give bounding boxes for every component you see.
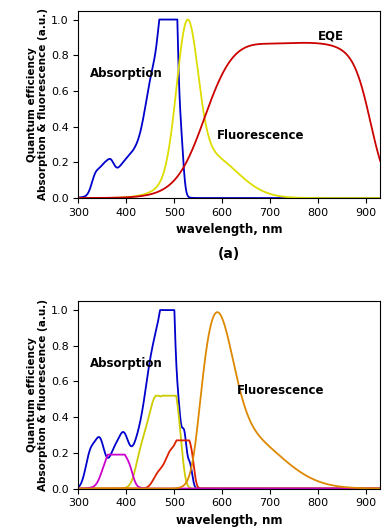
Y-axis label: Quantum efficiency
Absorption & fluorescence (a.u.): Quantum efficiency Absorption & fluoresc…	[27, 8, 48, 200]
X-axis label: wavelength, nm: wavelength, nm	[176, 514, 283, 527]
Text: Fluorescence: Fluorescence	[236, 384, 324, 397]
Text: (a): (a)	[218, 247, 240, 261]
Y-axis label: Quantum efficiency
Absorption & fluorescence (a.u.): Quantum efficiency Absorption & fluoresc…	[27, 299, 48, 491]
Text: Absorption: Absorption	[91, 67, 163, 80]
Text: Absorption: Absorption	[91, 357, 163, 370]
X-axis label: wavelength, nm: wavelength, nm	[176, 224, 283, 236]
Text: Fluorescence: Fluorescence	[217, 129, 305, 142]
Text: EQE: EQE	[318, 29, 344, 42]
